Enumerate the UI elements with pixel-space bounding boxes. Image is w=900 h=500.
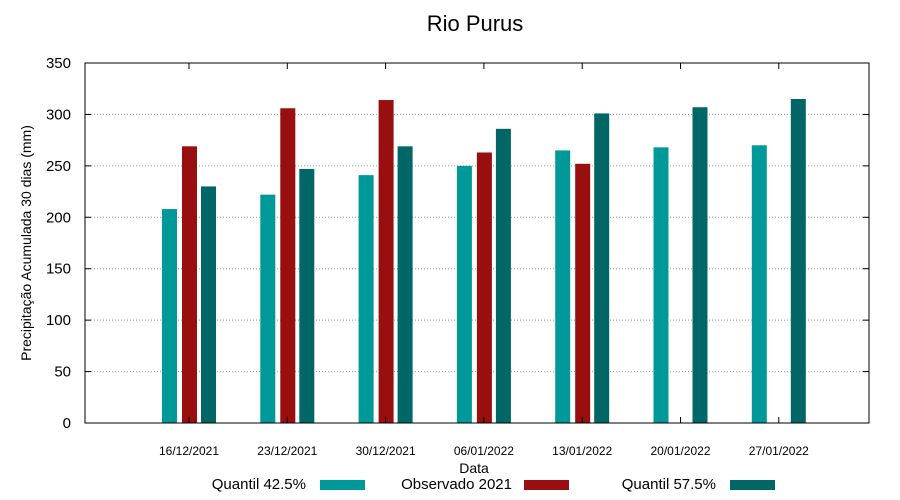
x-tick-label: 20/01/2022 (650, 444, 710, 458)
bar-3 (397, 146, 413, 424)
y-tick-label: 200 (46, 209, 71, 226)
bar-3 (201, 186, 216, 423)
bar-3 (594, 113, 610, 424)
legend-label: Quantil 57.5% (622, 476, 716, 493)
x-tick-label: 13/01/2022 (552, 444, 612, 458)
y-tick-label: 150 (46, 261, 71, 278)
legend-swatch (524, 480, 569, 490)
bars (162, 99, 806, 424)
x-tick-label: 30/12/2021 (356, 444, 416, 458)
bar-1 (751, 145, 767, 424)
x-tick-label: 23/12/2021 (257, 444, 317, 458)
bar-2 (476, 152, 492, 423)
bar-2 (182, 146, 197, 424)
bar-2 (280, 108, 296, 423)
bar-2 (575, 163, 591, 424)
bar-1 (653, 147, 669, 424)
legend: Quantil 42.5% Observado 2021 Quantil 57.5% (212, 476, 775, 493)
bar-1 (162, 209, 177, 423)
bar-3 (299, 168, 315, 423)
x-tick-label: 27/01/2022 (749, 444, 809, 458)
bar-2 (378, 100, 394, 424)
y-tick-label: 300 (46, 106, 71, 123)
legend-swatch (730, 480, 775, 490)
chart-title: Rio Purus (427, 11, 524, 36)
y-tick-label: 50 (54, 364, 71, 381)
legend-label: Quantil 42.5% (212, 476, 306, 493)
legend-swatch (320, 480, 365, 490)
bar-3 (692, 107, 708, 423)
legend-label: Observado 2021 (401, 476, 512, 493)
plot-frame (84, 62, 870, 424)
y-axis-label: Precipitação Acumulada 30 dias (mm) (18, 125, 34, 361)
bar-1 (260, 194, 276, 423)
bar-1 (555, 150, 571, 423)
x-axis-label: Data (459, 460, 489, 476)
bar-3 (790, 99, 806, 423)
bar-1 (456, 165, 472, 423)
y-tick-label: 0 (63, 415, 71, 432)
x-tick-label: 16/12/2021 (159, 444, 219, 458)
x-axis-ticks: 16/12/2021 23/12/2021 30/12/2021 06/01/2022… (159, 63, 809, 458)
y-tick-label: 250 (46, 158, 71, 175)
bar-3 (495, 128, 511, 424)
y-axis-ticks: 0 50 100 150 200 250 300 350 (46, 55, 869, 432)
y-tick-label: 350 (46, 55, 71, 72)
bar-1 (358, 175, 374, 423)
y-tick-label: 100 (46, 312, 71, 329)
x-tick-label: 06/01/2022 (454, 444, 514, 458)
